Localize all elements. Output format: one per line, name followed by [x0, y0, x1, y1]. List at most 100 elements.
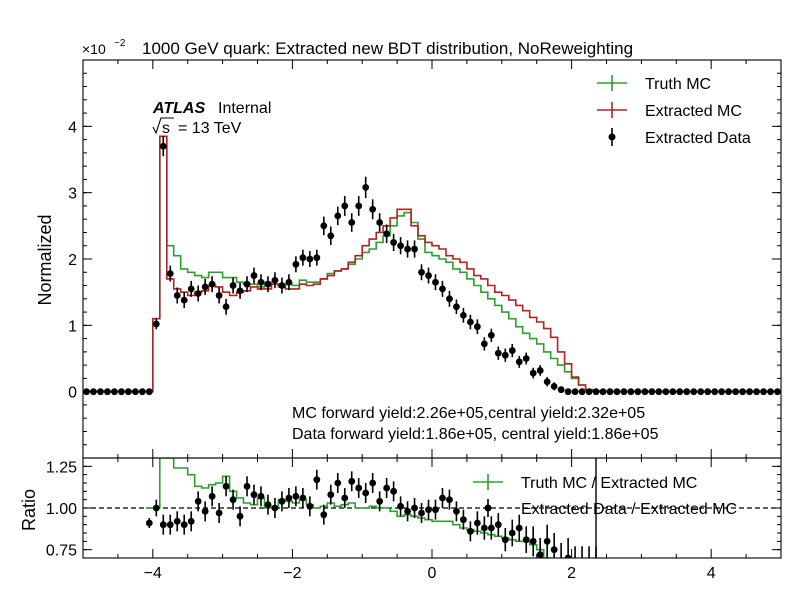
extracted-data-marker	[711, 388, 719, 396]
data-ratio-marker	[222, 482, 230, 490]
extracted-data-marker	[627, 388, 635, 396]
extracted-data-point	[383, 224, 391, 244]
extracted-data-marker	[124, 388, 132, 396]
extracted-data-marker	[278, 282, 286, 289]
extracted-data-marker	[215, 292, 223, 299]
extracted-data-marker	[557, 386, 565, 394]
extracted-data-marker	[362, 183, 370, 191]
extracted-data-marker	[313, 254, 321, 262]
extracted-data-marker	[767, 388, 774, 396]
extracted-data-point	[697, 388, 705, 396]
extracted-data-marker	[194, 290, 202, 297]
data-ratio-point	[257, 486, 265, 507]
extracted-data-point	[578, 388, 586, 396]
extracted-data-point	[725, 388, 733, 396]
legend-data-ratio-label: Extracted Data / Extracted MC	[521, 501, 737, 518]
extracted-data-point	[159, 136, 167, 157]
extracted-data-marker	[453, 303, 460, 311]
extracted-data-marker	[355, 202, 363, 210]
extracted-data-marker	[439, 285, 446, 293]
atlas-status: Internal	[218, 100, 271, 117]
ratio-y-axis-label: Ratio	[19, 489, 39, 531]
data-ratio-point	[383, 478, 391, 498]
extracted-data-point	[397, 237, 404, 255]
extracted-data-point	[543, 377, 551, 387]
extracted-data-point	[222, 298, 230, 315]
extracted-data-marker	[229, 282, 237, 289]
data-ratio-point	[313, 469, 321, 490]
extracted-data-marker	[187, 285, 195, 293]
data-ratio-marker	[292, 492, 300, 500]
data-ratio-marker	[334, 479, 342, 487]
data-ratio-point	[327, 484, 335, 505]
legend-truth-ratio-label: Truth MC / Extracted MC	[521, 475, 697, 492]
data-ratio-point	[480, 516, 488, 540]
extracted-data-marker	[501, 351, 509, 359]
data-ratio-point	[376, 491, 384, 512]
extracted-data-point	[599, 388, 607, 396]
legend-truth-mc: Truth MC	[597, 75, 711, 93]
data-ratio-marker	[201, 507, 209, 515]
data-ratio-marker	[453, 507, 460, 515]
data-ratio-point	[508, 519, 516, 547]
data-ratio-point	[355, 478, 363, 498]
top-legend: Truth MC Extracted MC Extracted Data	[597, 75, 751, 147]
extracted-data-marker	[543, 378, 551, 386]
extracted-data-point	[683, 388, 691, 396]
extracted-data-marker	[264, 280, 272, 288]
data-ratio-point	[236, 506, 244, 527]
data-ratio-marker	[145, 519, 153, 527]
extracted-data-point	[453, 299, 460, 315]
data-ratio-marker	[536, 551, 544, 558]
data-ratio-point	[299, 488, 307, 508]
data-ratio-point	[564, 538, 572, 558]
data-ratio-marker	[446, 496, 453, 504]
data-ratio-point	[271, 498, 279, 518]
data-ratio-point	[348, 471, 356, 492]
extracted-data-point	[746, 388, 753, 396]
data-ratio-marker	[560, 557, 562, 558]
data-ratio-marker	[579, 563, 586, 570]
extracted-data-marker	[236, 287, 244, 295]
data-ratio-point	[418, 503, 425, 523]
data-ratio-point	[341, 488, 349, 508]
extracted-data-marker	[676, 388, 684, 396]
extracted-data-point	[739, 388, 747, 396]
extracted-data-point	[264, 276, 272, 293]
data-ratio-marker	[313, 476, 321, 484]
extracted-data-point	[536, 365, 544, 376]
extracted-data-marker	[271, 276, 279, 284]
data-ratio-marker	[466, 527, 474, 535]
y-tick-label: 3	[68, 186, 77, 203]
energy-value: = 13 TeV	[178, 120, 242, 137]
data-ratio-marker	[348, 477, 356, 485]
data-ratio-point	[453, 501, 460, 522]
data-ratio-point	[397, 496, 404, 517]
extracted-data-point	[418, 264, 425, 281]
extracted-data-point	[676, 388, 684, 396]
extracted-data-point	[439, 280, 446, 297]
extracted-data-point	[334, 206, 342, 226]
extracted-data-marker	[138, 388, 146, 396]
extracted-data-point	[473, 319, 481, 334]
legend-data-ratio: Extracted Data / Extracted MC	[484, 499, 737, 518]
legend-extracted-mc-label: Extracted MC	[645, 103, 742, 120]
extracted-data-point	[236, 282, 244, 299]
legend-truth-mc-label: Truth MC	[645, 76, 711, 93]
extracted-mc-step-line	[83, 135, 781, 393]
data-ratio-point	[285, 488, 293, 508]
extracted-data-marker	[292, 260, 300, 268]
data-ratio-marker	[215, 509, 223, 517]
extracted-data-marker	[404, 245, 411, 253]
extracted-data-marker	[257, 278, 265, 286]
extracted-data-marker	[383, 230, 391, 238]
extracted-data-point	[243, 276, 251, 293]
y-multiplier: ×10	[82, 41, 106, 57]
x-tick-label: 2	[567, 565, 576, 582]
data-ratio-marker	[341, 494, 349, 502]
data-ratio-point	[152, 499, 160, 517]
extracted-data-marker	[117, 388, 125, 396]
extracted-data-marker	[494, 349, 502, 357]
extracted-data-point	[173, 287, 181, 304]
data-ratio-point	[306, 496, 314, 517]
